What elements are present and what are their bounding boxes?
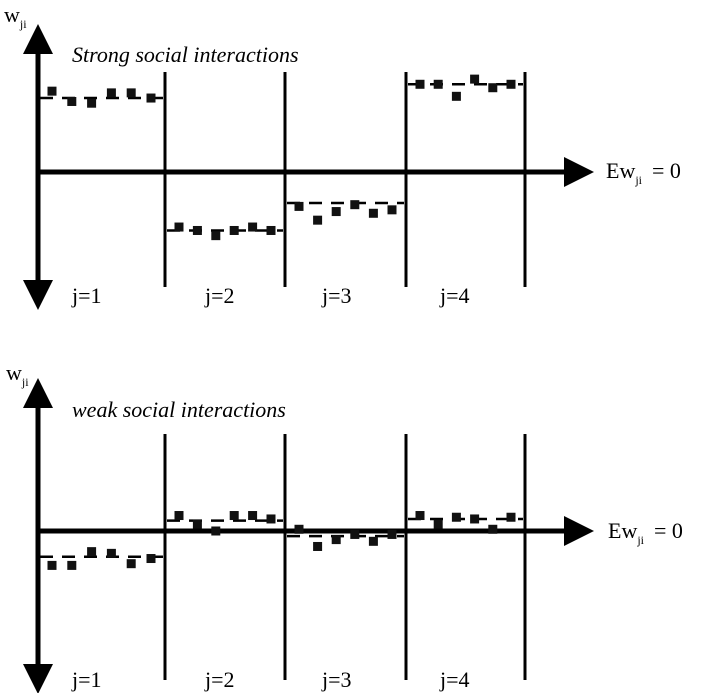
data-point — [331, 207, 341, 217]
x-axis-label-suffix: = 0 — [652, 158, 681, 183]
y-axis-label-sub: ji — [21, 375, 29, 389]
group-label: j=1 — [71, 667, 102, 692]
x-axis-label-sub: ji — [636, 533, 644, 547]
x-axis-label-main: Ew — [608, 518, 637, 543]
data-point — [294, 201, 304, 211]
data-point — [192, 225, 202, 235]
data-point — [211, 526, 221, 536]
data-point — [350, 200, 360, 210]
data-point — [67, 96, 77, 106]
x-axis-label: Ewji = 0 — [608, 518, 683, 547]
data-point — [313, 541, 323, 551]
data-point — [211, 231, 221, 241]
data-point — [451, 512, 461, 522]
panel-weak: weak social interactions wji Ewji = 0 j=1… — [6, 360, 683, 693]
group-label: j=4 — [439, 283, 470, 308]
data-point — [506, 79, 516, 89]
data-point — [126, 88, 136, 98]
y-axis-label-sub: ji — [19, 17, 27, 31]
data-point — [350, 529, 360, 539]
data-point — [106, 88, 116, 98]
group-label: j=1 — [71, 283, 102, 308]
data-point — [415, 511, 425, 521]
data-point — [294, 524, 304, 534]
panel-title: weak social interactions — [72, 397, 286, 422]
x-axis-label-suffix: = 0 — [654, 518, 683, 543]
data-point — [470, 74, 480, 84]
group-label: j=3 — [321, 283, 352, 308]
data-point — [248, 511, 258, 521]
data-point — [248, 222, 258, 232]
group-label: j=2 — [204, 667, 235, 692]
data-point — [387, 205, 397, 215]
y-axis-label: wji — [4, 2, 27, 31]
data-point — [415, 79, 425, 89]
x-axis-label-main: Ew — [606, 158, 635, 183]
data-point — [174, 511, 184, 521]
data-point — [126, 559, 136, 569]
data-point — [451, 91, 461, 101]
data-point — [266, 514, 276, 524]
data-point — [331, 535, 341, 545]
group-label: j=4 — [439, 667, 470, 692]
data-point — [488, 83, 498, 93]
data-point — [368, 536, 378, 546]
y-axis-label-main: w — [4, 2, 20, 27]
data-point — [229, 511, 239, 521]
data-point — [433, 519, 443, 529]
data-point — [47, 86, 57, 96]
data-point — [47, 560, 57, 570]
data-point — [387, 529, 397, 539]
data-point — [266, 225, 276, 235]
data-point — [146, 554, 156, 564]
data-point — [87, 547, 97, 557]
group-label: j=3 — [321, 667, 352, 692]
data-point — [506, 512, 516, 522]
data-point — [488, 524, 498, 534]
data-point — [433, 79, 443, 89]
data-point — [87, 98, 97, 108]
data-point — [470, 514, 480, 524]
data-point — [174, 222, 184, 232]
panel-title: Strong social interactions — [72, 42, 299, 67]
data-point — [192, 519, 202, 529]
x-axis-label: Ewji = 0 — [606, 158, 681, 187]
x-axis-label-sub: ji — [634, 173, 642, 187]
data-point — [229, 225, 239, 235]
data-point — [368, 208, 378, 218]
data-point — [313, 215, 323, 225]
y-axis-label: wji — [6, 360, 29, 389]
group-label: j=2 — [204, 283, 235, 308]
data-point — [106, 548, 116, 558]
panel-strong: Strong social interactions wji Ewji = 0 j… — [4, 2, 681, 310]
data-point — [146, 93, 156, 103]
data-point — [67, 560, 77, 570]
y-axis-label-main: w — [6, 360, 22, 385]
